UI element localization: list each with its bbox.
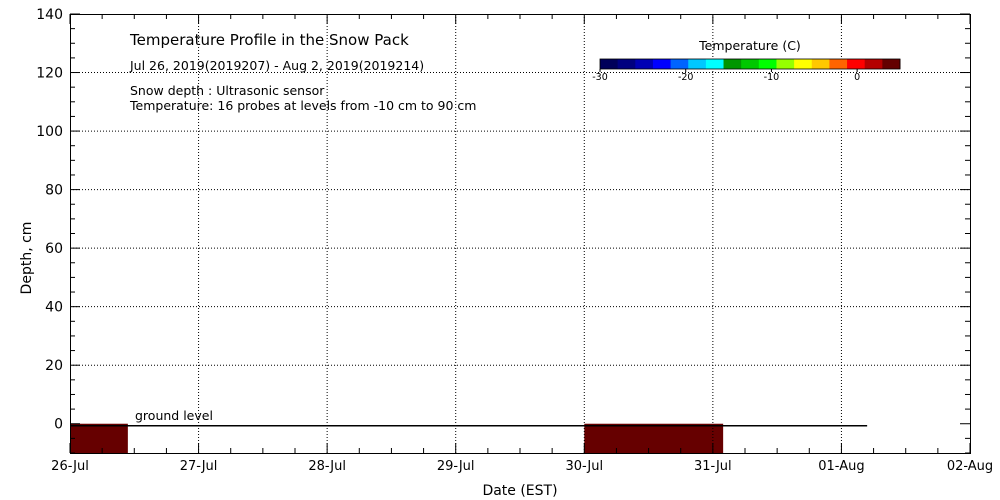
colorbar-swatch [847, 59, 866, 69]
note-temperature: Temperature: 16 probes at levels from -1… [129, 98, 476, 113]
colorbar-swatch [811, 59, 830, 69]
y-tick-label: 0 [54, 417, 63, 433]
colorbar-frame [599, 58, 901, 70]
y-tick-label: 80 [45, 183, 63, 199]
x-tick-label: 29-Jul [437, 459, 475, 474]
ground-level-label: ground level [135, 408, 213, 423]
colorbar-swatch [635, 59, 654, 69]
axis-ticks: 26-Jul 27-Jul 28-Jul 29-Jul 30-Jul 31-Jul 01-A… [36, 7, 993, 474]
colorbar-swatch [829, 59, 848, 69]
colorbar-swatch [723, 59, 742, 69]
colorbar-swatch [758, 59, 777, 69]
colorbar: Temperature (C) -30 -20 -10 0 [592, 38, 901, 83]
x-tick-label: 31-Jul [694, 459, 732, 474]
colorbar-swatch [617, 59, 636, 69]
ground-level-layer: ground level [70, 408, 868, 427]
x-tick-label: 30-Jul [565, 459, 603, 474]
temperature-block-1 [584, 423, 724, 453]
colorbar-swatch [670, 59, 689, 69]
colorbar-tick-label: -10 [764, 72, 780, 83]
colorbar-title: Temperature (C) [698, 38, 801, 53]
temperature-block-0 [70, 423, 128, 453]
y-axis-label: Depth, cm [19, 222, 35, 295]
y-tick-label: 120 [36, 66, 63, 82]
x-tick-label: 26-Jul [51, 459, 89, 474]
chart-title: Temperature Profile in the Snow Pack [129, 31, 409, 49]
plot-frame [70, 14, 971, 454]
x-tick-label: 28-Jul [308, 459, 346, 474]
colorbar-swatch [882, 59, 901, 69]
x-tick-label: 01-Aug [818, 459, 864, 474]
x-axis-label: Date (EST) [482, 483, 557, 499]
colorbar-tick-label: -30 [592, 72, 608, 83]
y-tick-label: 40 [45, 300, 63, 316]
y-tick-label: 140 [36, 7, 63, 23]
y-tick-label: 60 [45, 241, 63, 257]
colorbar-swatch [688, 59, 707, 69]
chart-subtitle: Jul 26, 2019(2019207) - Aug 2, 2019(2019… [129, 58, 424, 73]
x-tick-label: 27-Jul [180, 459, 218, 474]
colorbar-swatch [864, 59, 883, 69]
colorbar-swatch [741, 59, 760, 69]
note-snow-depth: Snow depth : Ultrasonic sensor [130, 83, 325, 98]
colorbar-swatch [705, 59, 725, 69]
temperature-blocks [70, 423, 724, 453]
colorbar-tick-label: -20 [678, 72, 694, 83]
y-tick-label: 100 [36, 124, 63, 140]
colorbar-swatch [794, 59, 813, 69]
grid [70, 14, 970, 453]
colorbar-swatch [600, 59, 619, 69]
colorbar-swatch [652, 59, 672, 69]
y-tick-label: 20 [45, 358, 63, 374]
colorbar-swatch [776, 59, 795, 69]
x-tick-label: 02-Aug [947, 459, 993, 474]
colorbar-tick-label: 0 [854, 72, 860, 83]
